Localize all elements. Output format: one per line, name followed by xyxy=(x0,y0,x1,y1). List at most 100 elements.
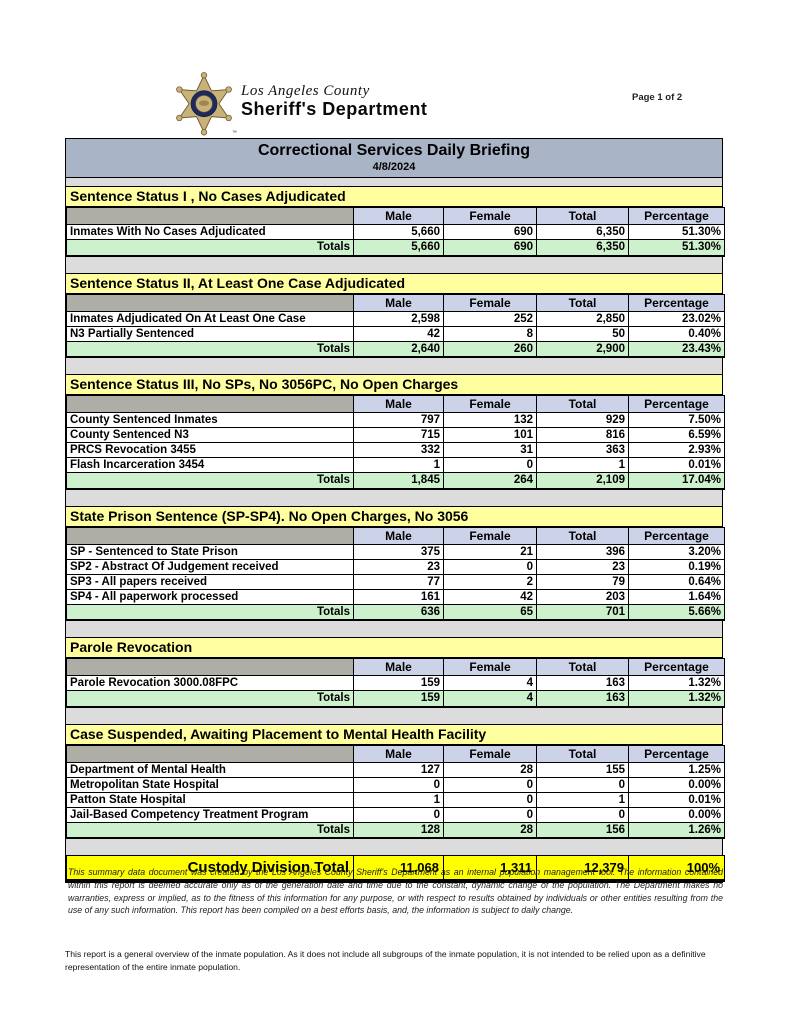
total-value: 0 xyxy=(536,806,629,823)
row-label: SP4 - All paperwork processed xyxy=(66,588,354,605)
table-row: SP2 - Abstract Of Judgement received 23 … xyxy=(66,558,725,575)
totals-percentage: 1.32% xyxy=(628,690,725,708)
section-table-sentence-status-2: Male Female Total Percentage Inmates Adj… xyxy=(66,293,725,358)
male-value: 161 xyxy=(353,588,444,605)
section-table-state-prison: Male Female Total Percentage SP - Senten… xyxy=(66,526,725,621)
row-label: Parole Revocation 3000.08FPC xyxy=(66,675,354,691)
male-value: 332 xyxy=(353,442,444,458)
totals-percentage: 1.26% xyxy=(628,821,725,839)
spacer xyxy=(66,256,722,273)
male-value: 715 xyxy=(353,427,444,443)
disclaimer-text: This summary data document was created b… xyxy=(68,867,723,916)
column-header-percentage: Percentage xyxy=(628,744,725,763)
percentage-value: 0.00% xyxy=(628,776,725,793)
female-value: 0 xyxy=(443,457,537,473)
totals-label: Totals xyxy=(66,340,354,358)
column-header-male: Male xyxy=(353,207,444,225)
percentage-value: 0.64% xyxy=(628,573,725,590)
totals-female: 4 xyxy=(443,690,537,708)
female-value: 42 xyxy=(443,588,537,605)
column-header-total: Total xyxy=(536,395,629,413)
row-label: County Sentenced N3 xyxy=(66,427,354,443)
totals-female: 690 xyxy=(443,239,537,257)
totals-female: 65 xyxy=(443,603,537,621)
column-header-total: Total xyxy=(536,744,629,763)
column-header-percentage: Percentage xyxy=(628,207,725,225)
female-value: 4 xyxy=(443,675,537,691)
section-title-sentence-status-2: Sentence Status II, At Least One Case Ad… xyxy=(66,272,722,294)
female-value: 690 xyxy=(443,224,537,240)
column-header-female: Female xyxy=(443,395,537,413)
corner-cell xyxy=(66,395,354,413)
spacer xyxy=(66,621,722,637)
female-value: 0 xyxy=(443,806,537,823)
totals-total: 2,900 xyxy=(536,340,629,358)
overview-text: This report is a general overview of the… xyxy=(65,949,706,972)
column-header-male: Male xyxy=(353,744,444,763)
page-number: Page 1 of 2 xyxy=(632,92,683,103)
grand-total-label: Custody Division Total xyxy=(66,855,354,882)
spacer xyxy=(66,707,722,724)
corner-cell xyxy=(66,526,354,545)
totals-male: 1,845 xyxy=(353,472,444,490)
percentage-value: 6.59% xyxy=(628,427,725,443)
totals-label: Totals xyxy=(66,472,354,490)
percentage-value: 0.00% xyxy=(628,806,725,823)
percentage-value: 23.02% xyxy=(628,310,725,327)
trademark-symbol: ™ xyxy=(232,130,237,136)
totals-male: 636 xyxy=(353,603,444,621)
column-header-total: Total xyxy=(536,207,629,225)
column-header-male: Male xyxy=(353,395,444,413)
agency-county: Los Angeles County xyxy=(241,83,370,99)
totals-total: 163 xyxy=(536,690,629,708)
table-row: County Sentenced Inmates 797 132 929 7.5… xyxy=(66,412,725,428)
female-value: 252 xyxy=(443,310,537,327)
row-label: Inmates Adjudicated On At Least One Case xyxy=(66,310,354,327)
table-row: N3 Partially Sentenced 42 8 50 0.40% xyxy=(66,325,725,342)
male-value: 797 xyxy=(353,412,444,428)
column-header-percentage: Percentage xyxy=(628,293,725,312)
row-label: Flash Incarceration 3454 xyxy=(66,457,354,473)
total-value: 79 xyxy=(536,573,629,590)
percentage-value: 1.32% xyxy=(628,675,725,691)
totals-row: Totals 5,660 690 6,350 51.30% xyxy=(66,239,725,257)
table-row: Jail-Based Competency Treatment Program … xyxy=(66,806,725,823)
total-value: 2,850 xyxy=(536,310,629,327)
male-value: 375 xyxy=(353,543,444,560)
female-value: 28 xyxy=(443,761,537,778)
section-table-parole-revocation: Male Female Total Percentage Parole Revo… xyxy=(66,658,725,708)
male-value: 1 xyxy=(353,791,444,808)
totals-male: 128 xyxy=(353,821,444,839)
table-row: Inmates Adjudicated On At Least One Case… xyxy=(66,310,725,327)
row-label: Inmates With No Cases Adjudicated xyxy=(66,224,354,240)
total-value: 50 xyxy=(536,325,629,342)
totals-female: 260 xyxy=(443,340,537,358)
column-header-row: Male Female Total Percentage xyxy=(66,207,725,225)
column-header-male: Male xyxy=(353,526,444,545)
report-date: 4/8/2024 xyxy=(372,161,416,173)
male-value: 0 xyxy=(353,776,444,793)
totals-percentage: 5.66% xyxy=(628,603,725,621)
column-header-row: Male Female Total Percentage xyxy=(66,658,725,676)
total-value: 163 xyxy=(536,675,629,691)
column-header-total: Total xyxy=(536,658,629,676)
totals-total: 156 xyxy=(536,821,629,839)
report-title: Correctional Services Daily Briefing xyxy=(257,142,531,159)
table-row: Inmates With No Cases Adjudicated 5,660 … xyxy=(66,224,725,240)
male-value: 5,660 xyxy=(353,224,444,240)
section-title-parole-revocation: Parole Revocation xyxy=(66,637,722,658)
section-table-case-suspended: Male Female Total Percentage Department … xyxy=(66,744,725,839)
spacer xyxy=(66,489,722,506)
totals-total: 701 xyxy=(536,603,629,621)
totals-percentage: 23.43% xyxy=(628,340,725,358)
table-row: SP4 - All paperwork processed 161 42 203… xyxy=(66,588,725,605)
totals-row: Totals 636 65 701 5.66% xyxy=(66,603,725,621)
letterhead: ™ Los Angeles County Sheriff's Departmen… xyxy=(173,72,427,138)
total-value: 203 xyxy=(536,588,629,605)
table-row: County Sentenced N3 715 101 816 6.59% xyxy=(66,427,725,443)
totals-percentage: 51.30% xyxy=(628,239,725,257)
grand-total-percentage: 100% xyxy=(628,855,725,882)
agency-name: Sheriff's Department xyxy=(241,99,428,119)
column-header-total: Total xyxy=(536,526,629,545)
